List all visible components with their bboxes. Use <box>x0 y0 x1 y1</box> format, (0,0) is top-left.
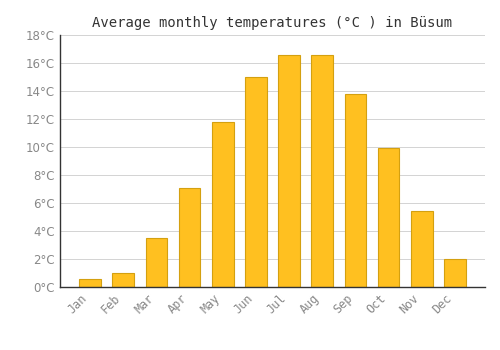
Bar <box>378 148 400 287</box>
Bar <box>312 55 333 287</box>
Bar <box>444 259 466 287</box>
Bar <box>179 188 201 287</box>
Bar <box>80 279 101 287</box>
Bar <box>112 273 134 287</box>
Bar <box>245 77 266 287</box>
Title: Average monthly temperatures (°C ) in Büsum: Average monthly temperatures (°C ) in Bü… <box>92 16 452 30</box>
Bar <box>344 94 366 287</box>
Bar <box>411 211 432 287</box>
Bar <box>212 122 234 287</box>
Bar <box>146 238 167 287</box>
Bar <box>278 55 300 287</box>
